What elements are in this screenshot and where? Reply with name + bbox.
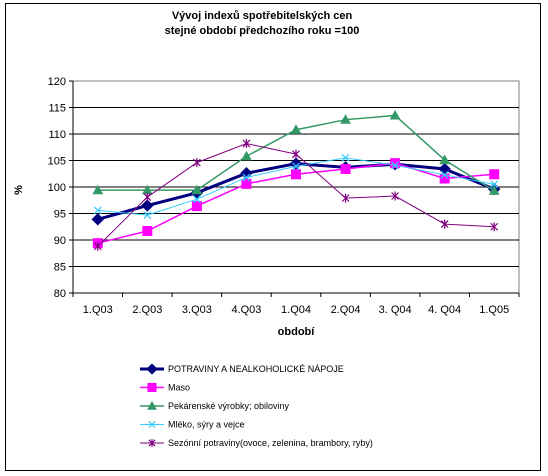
- y-tick-label-95: 95: [54, 209, 66, 221]
- y-tick-label-110: 110: [48, 129, 66, 141]
- data-point-s0-0: [91, 213, 104, 226]
- data-point-s4-5: [341, 193, 350, 203]
- legend-label-3: Mléko, sýry a vejce: [168, 420, 245, 430]
- data-point-s0-3: [240, 167, 253, 180]
- data-point-s3-6: [391, 161, 400, 170]
- x-tick-label-0: 1.Q03: [83, 304, 113, 316]
- y-tick-label-80: 80: [54, 288, 66, 300]
- legend-item-1: Maso: [140, 383, 190, 393]
- y-tick-label-90: 90: [54, 235, 66, 247]
- data-point-s1-1: [142, 225, 153, 236]
- data-point-s1-3: [241, 178, 252, 189]
- legend-label-0: POTRAVINY A NEALKOHOLICKÉ NÁPOJE: [168, 364, 344, 374]
- data-point-s2-3: [241, 150, 252, 161]
- y-tick-label-85: 85: [54, 262, 66, 274]
- y-tick-label-100: 100: [48, 182, 66, 194]
- data-point-s3-5: [341, 153, 350, 162]
- data-point-s2-7: [439, 154, 451, 165]
- legend-label-2: Pekárenské výrobky; obiloviny: [168, 401, 290, 411]
- y-tick-label-105: 105: [48, 156, 66, 168]
- data-point-s3-2: [192, 195, 201, 204]
- x-tick-label-7: 4. Q04: [428, 304, 461, 316]
- legend-item-2: Pekárenské výrobky; obiloviny: [140, 400, 290, 411]
- data-point-s2-8: [488, 185, 500, 195]
- data-point-s1-5: [340, 163, 351, 174]
- legend-marker-1: [147, 382, 157, 393]
- data-point-s1-4: [291, 169, 301, 180]
- data-point-s2-4: [290, 124, 302, 134]
- data-point-s2-2: [191, 184, 203, 195]
- data-point-s4-6: [391, 191, 400, 201]
- legend-item-4: Sezónní potraviny(ovoce, zelenina, bramb…: [140, 438, 373, 448]
- data-point-s4-1: [143, 192, 152, 202]
- data-point-s4-8: [490, 222, 499, 232]
- data-point-s3-3: [242, 173, 251, 182]
- chart-title-line-2: stejné období předchozího roku =100: [165, 25, 360, 37]
- data-point-s1-2: [191, 201, 202, 212]
- data-point-s3-4: [292, 162, 300, 171]
- legend-label-1: Maso: [168, 383, 190, 393]
- data-point-s4-3: [242, 139, 251, 149]
- x-tick-label-4: 1.Q04: [281, 304, 311, 316]
- data-point-s1-6: [390, 158, 401, 169]
- legend-marker-2: [147, 400, 157, 410]
- data-point-s4-4: [292, 149, 300, 159]
- series-3: [93, 153, 499, 220]
- x-tick-label-8: 1.Q05: [479, 304, 509, 316]
- x-tick-label-5: 2.Q04: [331, 304, 361, 316]
- data-point-s3-0: [93, 206, 102, 215]
- series-4: [93, 139, 499, 251]
- y-axis-label: %: [13, 185, 25, 195]
- x-tick-label-6: 3. Q04: [379, 304, 412, 316]
- x-tick-label-3: 4.Q03: [231, 304, 261, 316]
- data-point-s2-6: [389, 109, 401, 120]
- legend-item-3: Mléko, sýry a vejce: [140, 420, 245, 430]
- x-axis-label: období: [278, 326, 316, 338]
- data-point-s0-1: [141, 199, 154, 212]
- y-tick-label-120: 120: [48, 76, 66, 88]
- legend-marker-0: [146, 363, 158, 375]
- chart-title-line-1: Vývoj indexů spotřebitelských cen: [172, 10, 353, 22]
- legend-marker-3: [148, 420, 156, 429]
- legend-label-4: Sezónní potraviny(ovoce, zelenina, bramb…: [168, 438, 373, 448]
- data-point-s3-8: [490, 180, 499, 189]
- data-point-s4-0: [93, 241, 102, 251]
- data-point-s4-2: [192, 158, 201, 168]
- x-tick-label-1: 2.Q03: [132, 304, 162, 316]
- data-point-s0-4: [289, 157, 303, 170]
- data-point-s3-1: [143, 211, 152, 220]
- y-tick-label-115: 115: [48, 103, 66, 115]
- legend-marker-4: [148, 438, 156, 448]
- data-point-s3-7: [440, 170, 449, 179]
- series-1: [92, 158, 500, 249]
- series-2: [92, 109, 500, 195]
- data-point-s1-8: [489, 169, 500, 180]
- x-tick-label-2: 3.Q03: [182, 304, 212, 316]
- data-point-s4-7: [440, 219, 449, 229]
- data-point-s2-0: [92, 184, 104, 195]
- legend-item-0: POTRAVINY A NEALKOHOLICKÉ NÁPOJE: [140, 363, 344, 375]
- data-point-s2-5: [340, 114, 351, 124]
